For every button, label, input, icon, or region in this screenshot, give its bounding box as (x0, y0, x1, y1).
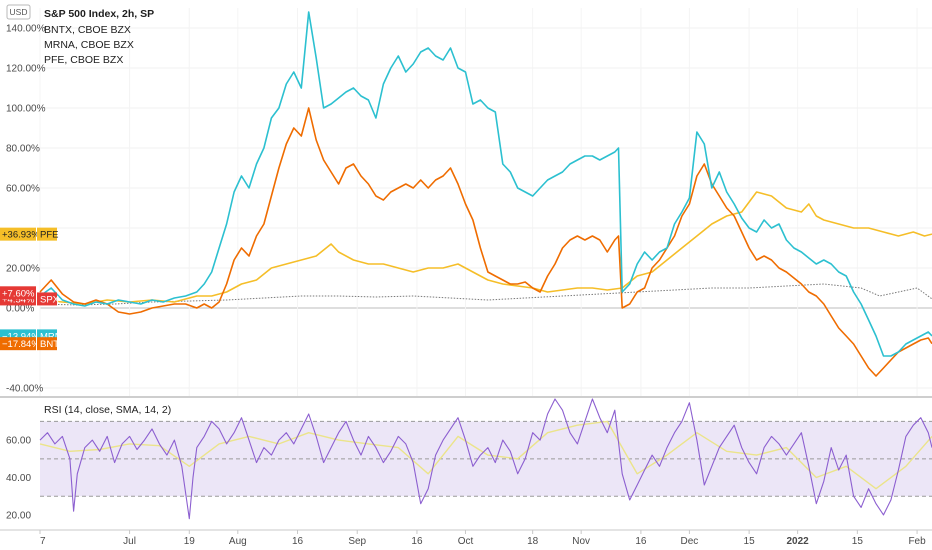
symbol-tag-box (37, 337, 57, 351)
series-line-pfe (39, 191, 932, 305)
series-line-bntx (39, 107, 932, 377)
symbol-tag-label: PFE (40, 230, 58, 241)
rsi-series (39, 398, 932, 520)
main-pane-grid (39, 8, 932, 396)
rsi-y-tick-label: 60.00 (6, 436, 31, 447)
x-tick-label: 16 (635, 536, 647, 547)
main-pane-series (39, 11, 932, 377)
main-pane-value-tags: −13.94% MRNA−17.84% BNTX +36.93% PFE +4.54% SP… (0, 227, 69, 351)
value-tag-label: −13.94% (2, 331, 40, 342)
legend: S&P 500 Index, 2h, SP BNTX, CBOE BZX MRN… (44, 8, 154, 66)
value-tag-label: +4.54% (2, 294, 35, 305)
x-tick-label: Aug (229, 536, 247, 547)
x-tick-label: 2022 (787, 536, 810, 547)
y-tick-label: 140.00% (6, 24, 46, 35)
x-tick-label: 18 (527, 536, 539, 547)
symbol-tag-label: BNTX (40, 339, 66, 350)
legend-item-spx[interactable]: S&P 500 Index, 2h, SP (44, 8, 154, 20)
legend-item-mrna[interactable]: MRNA, CBOE BZX (44, 39, 134, 51)
x-tick-label: Jul (123, 536, 136, 547)
symbol-tag-box (37, 227, 57, 241)
series-line-mrna (39, 11, 932, 357)
y-tick-label: 20.00% (6, 264, 40, 275)
rsi-line-sma (39, 420, 932, 490)
y-tick-label: -40.00% (6, 384, 43, 395)
x-tick-label: 7 (40, 536, 46, 547)
x-tick-label: Oct (458, 536, 474, 547)
rsi-y-tick-label: 40.00 (6, 473, 31, 484)
rsi-y-axis: 20.00 40.00 60.00 (6, 436, 31, 522)
x-tick-label: 16 (411, 536, 423, 547)
rsi-y-tick-label: 20.00 (6, 510, 31, 521)
value-tag-pfe: +36.93% PFE (0, 227, 58, 241)
value-tag-box (0, 227, 36, 241)
x-tick-label: 19 (184, 536, 196, 547)
currency-label: USD (10, 7, 28, 17)
value-tag-label: +36.93% (2, 230, 40, 241)
value-tag-box (0, 337, 36, 351)
rsi-line-rsi (39, 398, 932, 520)
x-tick-label: 16 (292, 536, 304, 547)
x-tick-label: 15 (744, 536, 756, 547)
rsi-title[interactable]: RSI (14, close, SMA, 14, 2) (44, 404, 171, 416)
x-tick-label: Dec (681, 536, 699, 547)
x-tick-label: Nov (572, 536, 590, 547)
y-tick-label: 60.00% (6, 184, 40, 195)
x-tick-label: Feb (908, 536, 926, 547)
currency-button[interactable]: USD (6, 4, 31, 20)
symbol-tag-label: MRNA (40, 331, 69, 342)
y-tick-label: 80.00% (6, 144, 40, 155)
value-tag-label: −17.84% (2, 339, 40, 350)
legend-item-bntx[interactable]: BNTX, CBOE BZX (44, 24, 131, 36)
x-tick-label: 15 (852, 536, 864, 547)
value-tag-label: +7.60% (2, 288, 35, 299)
y-tick-label: 0.00% (6, 304, 34, 315)
symbol-tag-box (37, 292, 57, 306)
main-pane-y-axis: -40.00% 0.00% 20.00% 60.00% 80.00% 100.00% 120… (6, 24, 46, 395)
x-tick-label: Sep (348, 536, 366, 547)
value-tag-box (0, 286, 36, 300)
legend-item-pfe[interactable]: PFE, CBOE BZX (44, 54, 123, 66)
y-tick-label: 100.00% (6, 104, 46, 115)
value-tag-bntx: −17.84% BNTX (0, 337, 66, 351)
value-tag-extra-7-6: +7.60% (0, 286, 36, 300)
x-axis: 7 Jul 19 Aug 16 Sep 16 Oct 18 Nov 16 Dec 15 2022 15 Feb (39, 530, 926, 547)
symbol-tag-label: SPX (40, 294, 60, 305)
y-tick-label: 120.00% (6, 64, 46, 75)
rsi-band (40, 420, 932, 497)
